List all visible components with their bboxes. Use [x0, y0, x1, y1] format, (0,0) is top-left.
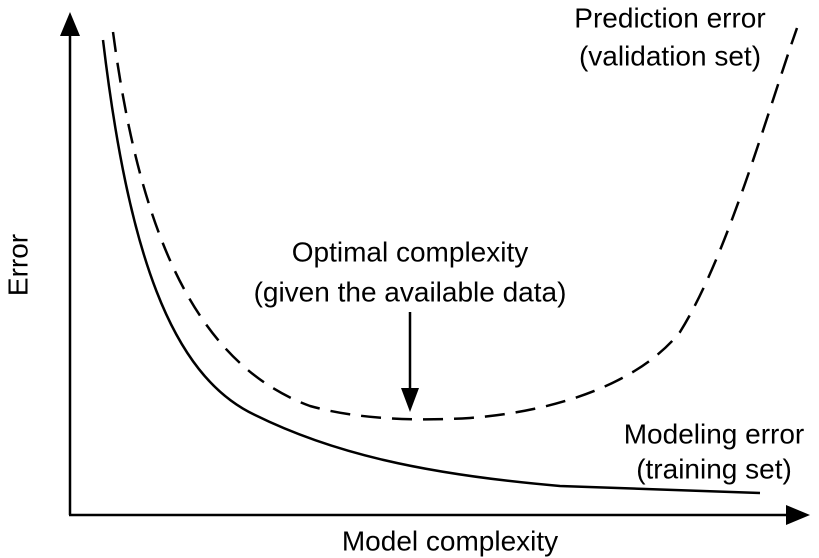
- training-error-curve: [101, 39, 761, 495]
- annotation-line: (validation set): [579, 40, 761, 71]
- validation-error-curve: [111, 27, 799, 421]
- annotation-line: (given the available data): [254, 276, 567, 307]
- y-axis-arrow: [60, 12, 80, 36]
- annotation-line: Prediction error: [574, 2, 765, 33]
- optimum-arrow-head: [401, 388, 419, 412]
- annotation-line: Optimal complexity: [292, 236, 529, 267]
- annotation-line: (training set): [636, 453, 792, 484]
- x-axis-label: Model complexity: [342, 525, 558, 556]
- y-axis-label: Error: [2, 234, 33, 296]
- x-axis-arrow: [786, 505, 810, 525]
- annotation-line: Modeling error: [624, 418, 805, 449]
